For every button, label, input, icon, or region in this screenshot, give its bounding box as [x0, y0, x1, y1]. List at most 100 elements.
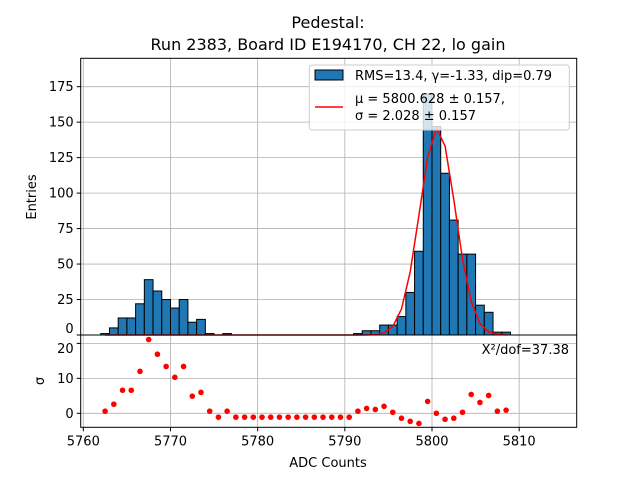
residual-point	[137, 368, 143, 375]
x-tick-label: 5760	[67, 434, 100, 449]
histogram-bar	[187, 321, 198, 336]
y-tick-label: 75	[57, 222, 74, 237]
y-tick-label: 50	[57, 258, 74, 273]
residual-point	[145, 336, 152, 343]
residual-point	[468, 391, 475, 398]
x-tick-label: 5810	[503, 434, 536, 449]
y-tick-label: 100	[49, 187, 74, 202]
y-tick-label: 175	[49, 80, 74, 95]
residual-point	[494, 408, 501, 415]
histogram-bar	[161, 299, 171, 336]
residual-point	[302, 414, 309, 420]
x-tick-label: 5770	[154, 434, 187, 449]
residual-point	[450, 415, 457, 422]
residual-point	[407, 418, 414, 425]
histogram-bar	[196, 318, 206, 336]
residual-point	[189, 393, 196, 399]
residual-point	[398, 415, 405, 422]
histogram-bar	[143, 279, 154, 336]
bottom-grid	[80, 335, 577, 428]
x-tick-label: 5800	[415, 434, 448, 449]
residual-point	[259, 414, 265, 420]
bottom-axes-frame	[80, 334, 578, 428]
residual-point	[163, 363, 169, 370]
histogram-bar	[117, 317, 128, 336]
y-tick-label: 10	[57, 372, 74, 387]
residual-point	[337, 414, 344, 420]
residual-point	[119, 387, 126, 394]
y-tick-label: 0	[65, 407, 73, 422]
legend-entry-stats: RMS=13.4, γ=-1.33, dip=0.79	[355, 69, 552, 84]
residual-point	[363, 405, 370, 412]
residual-point	[172, 374, 178, 381]
residual-point	[442, 416, 448, 423]
residual-point	[355, 408, 361, 415]
histogram-bar	[414, 250, 424, 336]
residual-point	[459, 409, 466, 416]
y-axis-label-entries: Entries	[25, 174, 40, 220]
histogram-bar	[152, 290, 163, 336]
histogram-bar	[178, 299, 189, 336]
y-tick-label: 125	[49, 151, 74, 166]
y-axis-label-sigma: σ	[33, 377, 48, 385]
residual-point	[328, 414, 335, 420]
residual-point	[320, 414, 326, 420]
residual-point	[267, 414, 274, 420]
histogram-bar	[396, 316, 407, 336]
residual-point	[215, 414, 222, 420]
x-tick-label: 5790	[328, 434, 361, 449]
residual-point	[485, 392, 492, 399]
residual-point	[224, 408, 230, 415]
residual-point	[233, 414, 239, 420]
histogram-bar	[457, 253, 468, 336]
histogram-bar	[466, 253, 477, 336]
residual-point	[416, 420, 422, 427]
chart-title-line1: Pedestal:	[291, 13, 364, 32]
chart-title-line2: Run 2383, Board ID E194170, CH 22, lo ga…	[151, 35, 506, 54]
residual-point	[381, 403, 387, 410]
histogram-bar	[135, 303, 145, 336]
histogram-bar	[440, 172, 450, 336]
residual-point	[294, 414, 300, 420]
y-tick-label: 0	[65, 322, 73, 337]
legend-bar-swatch	[314, 69, 344, 81]
residual-point	[241, 414, 248, 420]
residual-point	[128, 387, 135, 394]
residual-point	[206, 408, 213, 415]
residual-point	[285, 414, 291, 420]
histogram-bar	[475, 304, 485, 336]
legend: RMS=13.4, γ=-1.33, dip=0.79 μ = 5800.628…	[308, 64, 570, 131]
histogram-bar	[126, 317, 137, 336]
y-tick-label: 25	[57, 293, 74, 308]
histogram-bar	[431, 125, 442, 336]
residual-point	[276, 414, 283, 420]
legend-entry-mu: μ = 5800.628 ± 0.157,	[355, 92, 505, 107]
x-axis-label: ADC Counts	[289, 456, 367, 471]
y-tick-label: 150	[49, 116, 74, 131]
residual-point	[111, 401, 117, 408]
residual-point	[424, 398, 431, 405]
histogram-bars	[100, 93, 511, 336]
residual-point	[503, 407, 509, 413]
x-tick-label: 5780	[241, 434, 274, 449]
histogram-bar	[108, 327, 119, 336]
residual-point	[311, 414, 318, 420]
histogram-bar	[169, 307, 180, 336]
residual-point	[372, 406, 379, 413]
residual-point	[346, 414, 352, 420]
residual-point	[250, 414, 257, 420]
residual-points	[102, 336, 509, 427]
residual-point	[102, 408, 108, 415]
histogram-bar	[448, 219, 459, 336]
residual-point	[389, 409, 396, 416]
legend-entry-sigma: σ = 2.028 ± 0.157	[355, 109, 476, 124]
residual-point	[477, 399, 483, 406]
residual-point	[154, 351, 161, 358]
residual-point	[433, 410, 440, 417]
histogram-bar	[405, 291, 416, 336]
residual-point	[198, 389, 204, 396]
axis-ticks: 5760 5770 5780 5790 5800 58100255075100125150…	[49, 80, 536, 449]
y-tick-label: 20	[57, 342, 74, 357]
residual-point	[180, 363, 187, 370]
